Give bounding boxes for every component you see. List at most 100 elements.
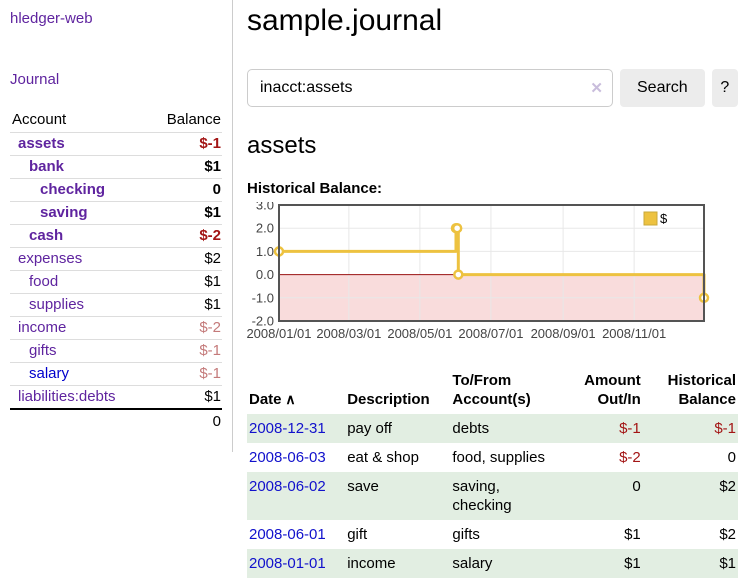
account-row: salary $-1: [10, 362, 222, 386]
transaction-row[interactable]: 2008-06-01 gift gifts $1 $2: [247, 520, 738, 549]
sidebar-account-balance: $1: [204, 158, 221, 175]
svg-text:2008/03/01: 2008/03/01: [316, 326, 381, 341]
accounts-table-body: assets $-1 bank $1 checking 0 saving $1 cash $-2 e…: [10, 132, 222, 410]
transaction-description: eat & shop: [347, 449, 419, 466]
sidebar-account-link[interactable]: bank: [29, 158, 65, 175]
svg-text:2008/07/01: 2008/07/01: [458, 326, 523, 341]
svg-text:3.0: 3.0: [256, 202, 274, 213]
transaction-row[interactable]: 2008-06-03 eat & shop food, supplies $-2 0: [247, 443, 738, 472]
account-row: supplies $1: [10, 293, 222, 317]
sidebar-account-link[interactable]: gifts: [29, 342, 57, 359]
svg-text:$: $: [660, 211, 668, 226]
sidebar-account-balance: $-2: [199, 227, 221, 244]
transaction-balance: 0: [727, 449, 736, 466]
sidebar-account-balance: $-2: [199, 319, 221, 336]
accounts-header-account: Account: [12, 111, 67, 128]
transaction-accounts: gifts: [452, 526, 480, 543]
transaction-amount: $-1: [619, 420, 641, 437]
sidebar-account-link[interactable]: assets: [18, 135, 65, 152]
svg-text:2.0: 2.0: [256, 221, 274, 236]
transaction-balance: $2: [719, 526, 736, 543]
register-column-header[interactable]: Historical Balance: [643, 369, 738, 414]
account-row: expenses $2: [10, 247, 222, 271]
transaction-balance: $-1: [714, 420, 736, 437]
transaction-accounts: salary: [452, 555, 493, 572]
account-row: gifts $-1: [10, 339, 222, 363]
chart-label: Historical Balance:: [247, 180, 383, 197]
sidebar-account-balance: $1: [204, 204, 221, 221]
sidebar: hledger-web Journal Account Balance asse…: [0, 0, 233, 452]
sidebar-account-balance: $1: [204, 388, 221, 405]
transaction-date-link[interactable]: 2008-06-03: [249, 449, 326, 466]
svg-text:-2.0: -2.0: [252, 314, 274, 329]
transaction-amount: $1: [624, 526, 641, 543]
sort-ascending-icon: ∧: [281, 391, 296, 407]
page-title: sample.journal: [247, 4, 443, 37]
register-header-row: Date ∧ Description To/From Account(s) Amoun…: [247, 369, 738, 414]
transaction-accounts: debts: [452, 420, 490, 437]
transaction-balance: $2: [719, 478, 736, 495]
search-form: ✕ Search ?: [247, 69, 738, 107]
transaction-accounts: food, supplies: [452, 449, 545, 466]
register-column-header-label: Amount Out/In: [584, 372, 641, 408]
sidebar-item-journal[interactable]: Journal: [10, 71, 60, 88]
sidebar-account-link[interactable]: saving: [40, 204, 88, 221]
svg-text:2008/11/01: 2008/11/01: [602, 326, 666, 341]
sidebar-account-balance: $-1: [199, 365, 221, 382]
sidebar-account-link[interactable]: food: [29, 273, 59, 290]
svg-text:-1.0: -1.0: [252, 290, 274, 305]
svg-text:2008/05/01: 2008/05/01: [387, 326, 452, 341]
accounts-header-balance: Balance: [166, 111, 221, 128]
transaction-amount: 0: [632, 478, 641, 495]
sidebar-account-balance: $1: [204, 273, 221, 290]
register-table: Date ∧ Description To/From Account(s) Amoun…: [247, 369, 738, 578]
register-column-header[interactable]: To/From Account(s): [450, 369, 562, 414]
sidebar-account-link[interactable]: salary: [29, 365, 70, 382]
accounts-total-row: 0: [10, 409, 222, 434]
transaction-description: income: [347, 555, 396, 572]
register-column-header[interactable]: Date ∧: [247, 369, 345, 414]
register-column-header-label: To/From Account(s): [452, 372, 531, 408]
account-row: saving $1: [10, 201, 222, 225]
register-column-header[interactable]: Description: [345, 369, 450, 414]
sidebar-account-link[interactable]: cash: [29, 227, 64, 244]
sidebar-account-balance: $1: [204, 296, 221, 313]
help-button[interactable]: ?: [711, 69, 738, 107]
sidebar-account-link[interactable]: income: [18, 319, 67, 336]
account-row: food $1: [10, 270, 222, 294]
transaction-row[interactable]: 2008-06-02 save saving, checking 0 $2: [247, 472, 738, 520]
transaction-date-link[interactable]: 2008-12-31: [249, 420, 326, 437]
app-title-link[interactable]: hledger-web: [10, 10, 93, 27]
register-column-header[interactable]: Amount Out/In: [563, 369, 643, 414]
account-row: income $-2: [10, 316, 222, 340]
account-row: bank $1: [10, 155, 222, 179]
transaction-balance: $1: [719, 555, 736, 572]
search-button[interactable]: Search: [620, 69, 705, 107]
sidebar-account-link[interactable]: supplies: [29, 296, 85, 313]
account-row: checking 0: [10, 178, 222, 202]
transaction-amount: $1: [624, 555, 641, 572]
transaction-description: gift: [347, 526, 368, 543]
transaction-row[interactable]: 2008-12-31 pay off debts $-1 $-1: [247, 414, 738, 443]
transaction-description: pay off: [347, 420, 392, 437]
transaction-row[interactable]: 2008-01-01 income salary $1 $1: [247, 549, 738, 578]
transaction-date-link[interactable]: 2008-06-02: [249, 478, 326, 495]
clear-search-icon[interactable]: ✕: [590, 80, 603, 97]
register-column-header-label: Date: [249, 391, 282, 408]
svg-text:2008/09/01: 2008/09/01: [531, 326, 596, 341]
account-row: cash $-2: [10, 224, 222, 248]
sidebar-account-link[interactable]: checking: [40, 181, 106, 198]
register-column-header-label: Description: [347, 391, 430, 408]
svg-text:2008/01/01: 2008/01/01: [246, 326, 311, 341]
main-content: sample.journal ✕ Search ? assets Histori…: [246, 0, 738, 578]
transaction-date-link[interactable]: 2008-01-01: [249, 555, 326, 572]
sidebar-account-balance: 0: [212, 181, 221, 198]
search-input[interactable]: [247, 69, 613, 107]
sidebar-account-balance: $2: [204, 250, 221, 267]
register-column-header-label: Historical Balance: [667, 372, 736, 408]
sidebar-account-link[interactable]: expenses: [18, 250, 83, 267]
transaction-description: save: [347, 478, 379, 495]
transaction-amount: $-2: [619, 449, 641, 466]
transaction-date-link[interactable]: 2008-06-01: [249, 526, 326, 543]
sidebar-account-link[interactable]: liabilities:debts: [18, 388, 116, 405]
